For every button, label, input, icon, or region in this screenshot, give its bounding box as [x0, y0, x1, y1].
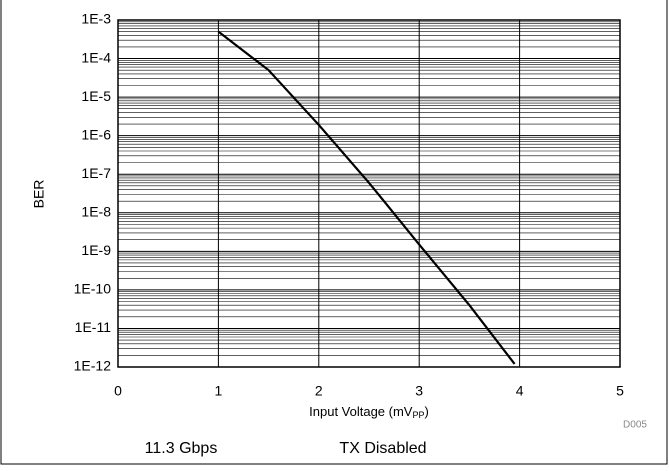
y-tick-label: 1E-6 — [81, 126, 111, 142]
x-tick-label: 1 — [215, 383, 223, 399]
y-tick-label: 1E-10 — [74, 281, 112, 297]
x-axis-label: Input Voltage (mVPP) — [309, 404, 429, 420]
x-tick-label: 3 — [415, 383, 423, 399]
x-tick-label: 0 — [114, 383, 122, 399]
x-tick-label: 2 — [315, 383, 323, 399]
plot-area — [118, 20, 620, 367]
condition-label: TX Disabled — [339, 440, 426, 457]
y-tick-label: 1E-4 — [81, 49, 111, 65]
x-tick-label: 5 — [616, 383, 624, 399]
y-tick-label: 1E-8 — [81, 203, 111, 219]
condition-label: 11.3 Gbps — [145, 440, 218, 457]
y-tick-label: 1E-7 — [81, 165, 111, 181]
y-tick-label: 1E-3 — [81, 11, 111, 27]
plot-border — [117, 19, 621, 368]
y-tick-label: 1E-9 — [81, 242, 111, 258]
data-line — [217, 30, 516, 365]
y-axis-label: BER — [31, 180, 47, 209]
x-tick-label: 4 — [516, 383, 524, 399]
figure-id: D005 — [623, 420, 647, 431]
x-axis-label-part: Input Voltage (mV — [309, 404, 413, 419]
y-tick-label: 1E-12 — [74, 358, 112, 374]
x-axis-label-part: ) — [425, 404, 429, 419]
x-axis-label-sub: PP — [412, 410, 424, 420]
y-tick-label: 1E-11 — [75, 319, 112, 335]
y-tick-label: 1E-5 — [81, 88, 111, 104]
